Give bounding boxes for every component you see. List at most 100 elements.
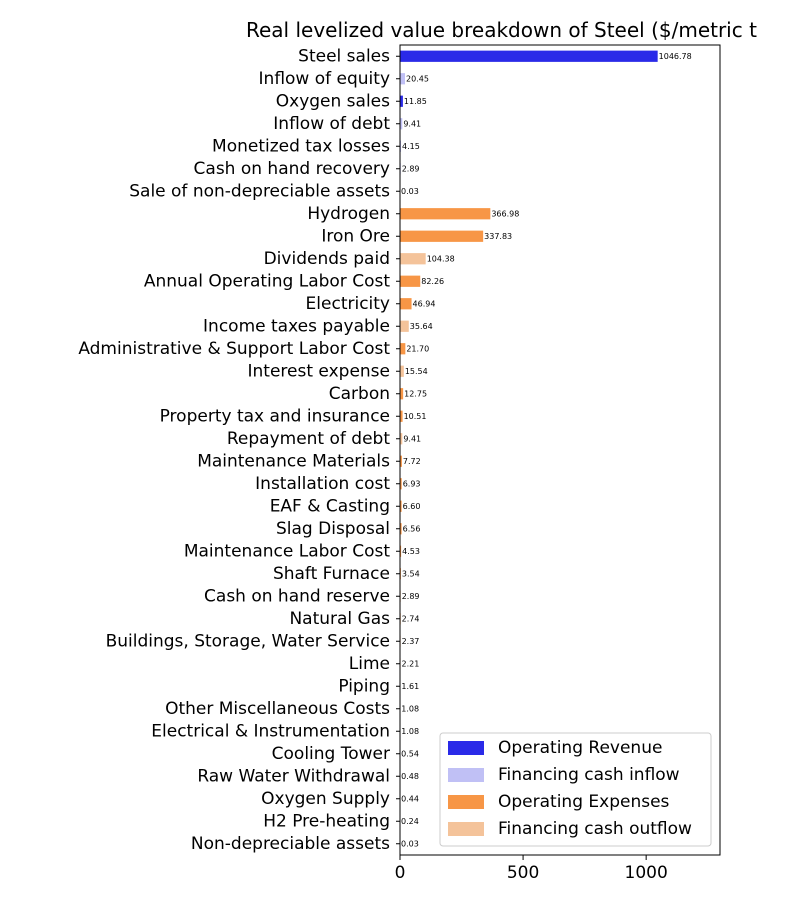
bar: [400, 388, 404, 400]
category-label: Interest expense: [248, 361, 390, 381]
category-label: Non-depreciable assets: [191, 834, 390, 854]
bar: [400, 208, 491, 220]
plot-frame: [399, 44, 721, 856]
category-label: Hydrogen: [307, 204, 390, 224]
category-label: Property tax and insurance: [160, 406, 390, 426]
category-label: Raw Water Withdrawal: [197, 766, 390, 786]
value-label: 2.89: [402, 592, 420, 601]
value-label: 2.89: [402, 164, 420, 173]
x-tick-label: 1000: [625, 863, 668, 883]
value-label: 9.41: [403, 119, 421, 128]
value-label: 7.72: [403, 457, 421, 466]
value-label: 11.85: [404, 97, 427, 106]
bar: [400, 140, 402, 152]
value-label: 4.15: [402, 142, 420, 151]
value-label: 46.94: [413, 299, 436, 308]
value-label: 82.26: [421, 277, 444, 286]
bar: [400, 118, 403, 130]
category-label: Slag Disposal: [276, 519, 390, 539]
category-label: Electricity: [306, 294, 390, 314]
value-label: 337.83: [484, 232, 512, 241]
value-label: 2.37: [402, 637, 420, 646]
value-label: 0.48: [401, 772, 419, 781]
bar: [400, 298, 412, 310]
bars-layer: [400, 50, 658, 850]
category-label: Installation cost: [255, 474, 390, 494]
category-label: Other Miscellaneous Costs: [165, 699, 390, 719]
bar: [400, 320, 409, 332]
bar: [400, 95, 403, 107]
category-label: Buildings, Storage, Water Service: [106, 631, 390, 651]
value-label: 1046.78: [659, 52, 692, 61]
legend-swatch: [448, 741, 484, 755]
category-label: Maintenance Materials: [197, 451, 390, 471]
category-label: Lime: [349, 654, 390, 674]
legend-label: Financing cash inflow: [498, 765, 680, 785]
category-label: Sale of non-depreciable assets: [129, 181, 390, 201]
legend-swatch: [448, 795, 484, 809]
value-label: 1.08: [401, 727, 419, 736]
bar: [400, 410, 403, 422]
value-label: 2.21: [402, 659, 420, 668]
x-tick-label: 500: [507, 863, 539, 883]
category-label: Maintenance Labor Cost: [184, 541, 390, 561]
value-label: 21.70: [406, 344, 429, 353]
bar: [400, 275, 421, 287]
value-label: 6.60: [403, 502, 421, 511]
bar: [400, 433, 403, 445]
value-label: 4.53: [402, 547, 420, 556]
category-label: Oxygen Supply: [261, 789, 390, 809]
value-label: 0.54: [401, 749, 419, 758]
x-axis-ticks: 0 500 1000: [395, 855, 668, 883]
category-label: Dividends paid: [264, 249, 390, 269]
category-label: Administrative & Support Labor Cost: [78, 339, 390, 359]
category-label: Cash on hand reserve: [204, 586, 390, 606]
value-label: 9.41: [403, 434, 421, 443]
value-label: 6.56: [403, 524, 421, 533]
value-label: 2.74: [402, 614, 420, 623]
category-label: Iron Ore: [321, 226, 390, 246]
category-label: H2 Pre-heating: [263, 811, 390, 831]
value-label: 0.03: [401, 187, 419, 196]
category-label: EAF & Casting: [270, 496, 390, 516]
category-label: Electrical & Instrumentation: [151, 721, 390, 741]
legend-box: [439, 732, 712, 847]
value-label: 6.93: [403, 479, 421, 488]
value-label: 10.51: [404, 412, 427, 421]
category-label: Shaft Furnace: [273, 564, 390, 584]
bar: [400, 365, 404, 377]
bar: [400, 253, 426, 265]
x-tick-label: 0: [395, 863, 406, 883]
legend-label: Operating Expenses: [498, 792, 670, 812]
value-label: 1.08: [401, 704, 419, 713]
category-label: Cash on hand recovery: [194, 159, 390, 179]
value-label: 104.38: [427, 254, 455, 263]
value-label: 0.44: [401, 794, 419, 803]
bar: [400, 230, 484, 242]
value-label: 1.61: [401, 682, 419, 691]
value-label: 35.64: [410, 322, 433, 331]
value-label: 15.54: [405, 367, 428, 376]
value-label: 0.24: [401, 817, 419, 826]
bar: [400, 500, 402, 512]
bar: [400, 545, 402, 557]
category-label: Cooling Tower: [272, 744, 390, 764]
category-label: Annual Operating Labor Cost: [144, 271, 390, 291]
bar: [400, 523, 402, 535]
bar: [400, 343, 406, 355]
category-label: Carbon: [329, 384, 390, 404]
category-label: Steel sales: [298, 46, 390, 66]
category-label: Oxygen sales: [276, 91, 390, 111]
value-label: 3.54: [402, 569, 420, 578]
bar: [400, 455, 402, 467]
legend: Operating Revenue Financing cash inflow Op…: [439, 732, 712, 847]
legend-swatch: [448, 822, 484, 836]
bar: [400, 478, 402, 490]
bar: [400, 73, 406, 85]
category-label: Income taxes payable: [203, 316, 390, 336]
legend-label: Operating Revenue: [498, 738, 662, 758]
category-label: Natural Gas: [289, 609, 390, 629]
category-label: Piping: [338, 676, 390, 696]
